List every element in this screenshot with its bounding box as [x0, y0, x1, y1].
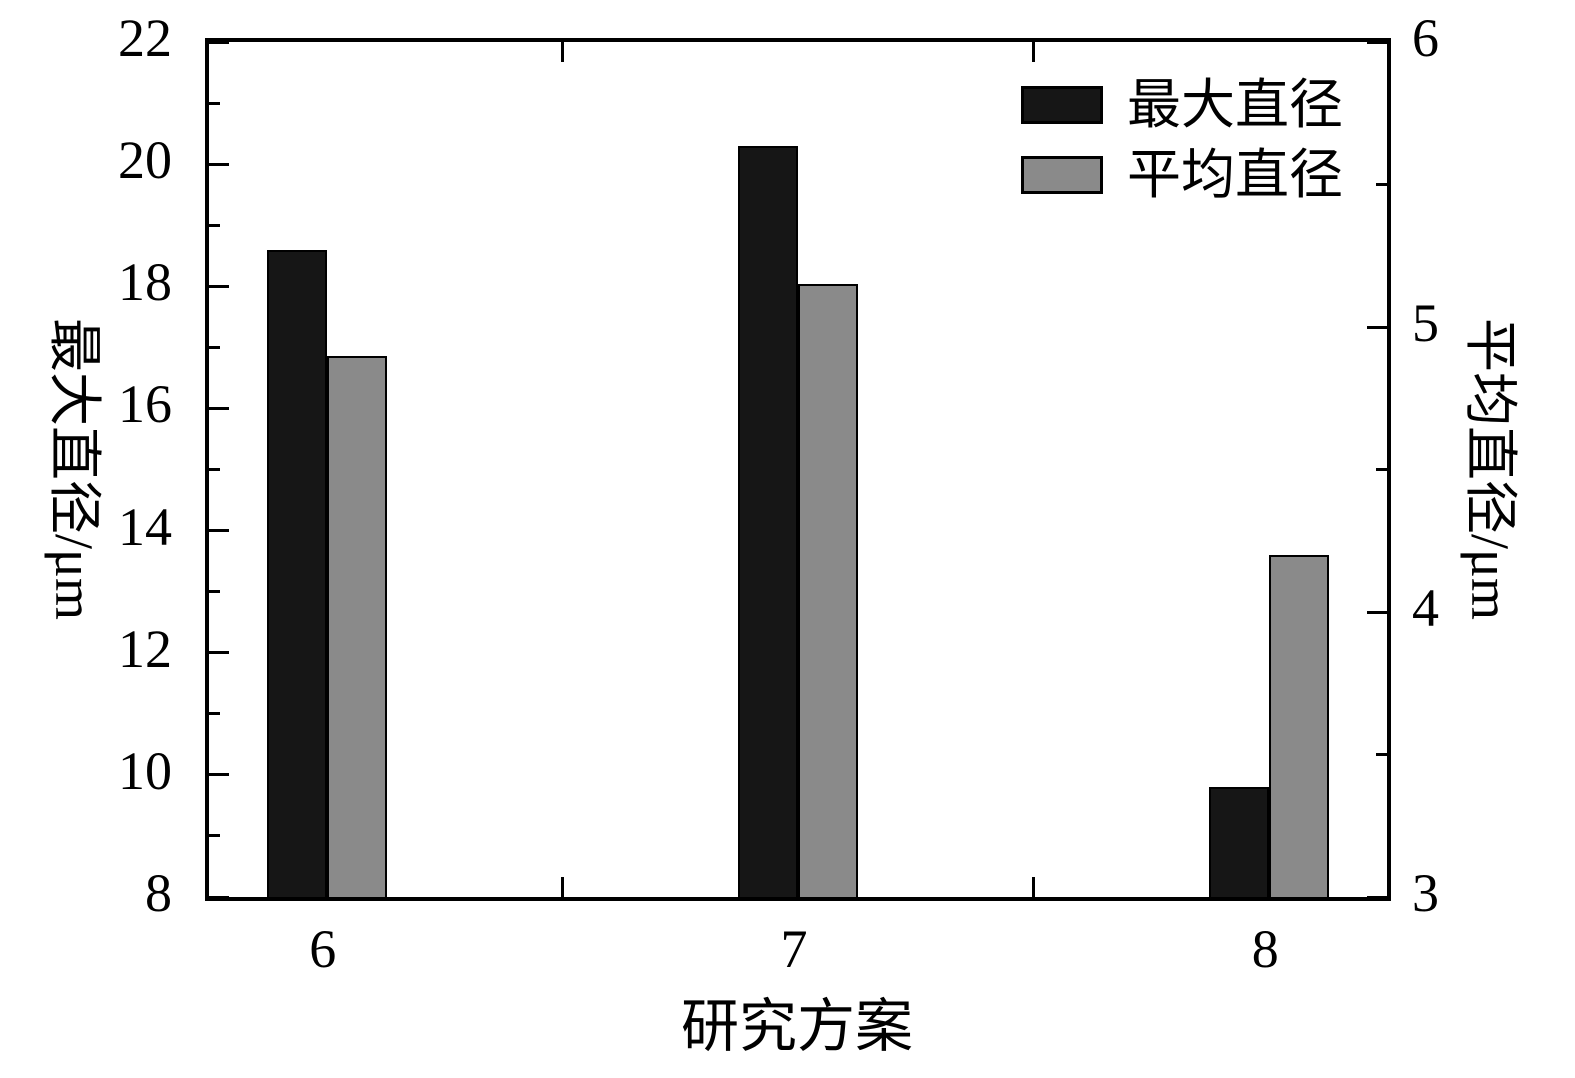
x-axis-top-tick: [1032, 42, 1036, 62]
x-axis-title: 研究方案: [680, 994, 914, 1059]
bar-avg-diameter-8: [1269, 555, 1330, 897]
left-axis-major-tick: [209, 162, 229, 166]
right-axis-tick-label: 5: [1412, 293, 1439, 353]
legend-label-avg-diameter: 平均直径: [1127, 145, 1343, 205]
right-axis-minor-tick: [1376, 753, 1387, 756]
legend: 最大直径 平均直径: [1021, 78, 1343, 202]
left-axis-tick-label: 14: [118, 496, 172, 557]
right-axis-title: 平均直径/μm: [1460, 318, 1520, 620]
legend-swatch-max-diameter: [1021, 86, 1103, 124]
left-axis-title: 最大直径/μm: [44, 318, 104, 620]
legend-entry-avg-diameter: 平均直径: [1021, 148, 1343, 202]
legend-label-max-diameter: 最大直径: [1127, 75, 1343, 135]
left-axis-tick-label: 8: [145, 863, 172, 923]
left-axis-tick-label: 22: [118, 8, 172, 68]
left-axis-minor-tick: [209, 712, 220, 716]
left-axis-tick-label: 10: [118, 740, 172, 801]
left-axis-minor-tick: [209, 345, 220, 349]
right-axis-major-tick: [1367, 895, 1387, 899]
bar-max-diameter-8: [1209, 787, 1270, 897]
x-axis-top-tick: [560, 42, 564, 62]
left-axis-tick-label: 18: [118, 252, 172, 313]
x-axis-tick-labels: 6 7 8: [205, 912, 1391, 982]
x-axis-tick-label: 7: [780, 919, 808, 979]
legend-entry-max-diameter: 最大直径: [1021, 78, 1343, 132]
right-axis-tick-labels: 3 4 5 6: [1400, 11, 1570, 920]
left-axis-tick-label: 20: [118, 130, 172, 191]
left-axis-major-tick: [209, 40, 229, 44]
left-axis-tick-labels: 8 10 12 14 16 18 20 22: [0, 11, 188, 920]
left-axis-tick-label: 16: [118, 374, 172, 435]
x-axis-bottom-tick: [560, 877, 564, 897]
right-axis-major-tick: [1367, 40, 1387, 44]
x-axis-tick-label: 8: [1251, 919, 1279, 979]
bar-avg-diameter-7: [798, 284, 858, 897]
right-axis-tick-label: 6: [1412, 8, 1439, 68]
left-axis-tick-label: 12: [118, 618, 172, 679]
left-axis-major-tick: [209, 284, 229, 288]
left-axis-major-tick: [209, 651, 229, 655]
right-axis-tick-label: 3: [1412, 863, 1439, 923]
left-axis-minor-tick: [209, 223, 220, 227]
right-axis-minor-tick: [1376, 183, 1387, 186]
left-axis-minor-tick: [209, 590, 220, 594]
right-axis-tick-label: 4: [1412, 578, 1439, 638]
right-axis-minor-tick: [1376, 468, 1387, 471]
left-axis-major-tick: [209, 895, 229, 899]
legend-swatch-avg-diameter: [1021, 156, 1103, 194]
bar-max-diameter-6: [266, 249, 327, 897]
bar-max-diameter-7: [738, 145, 798, 897]
left-axis-minor-tick: [209, 468, 220, 471]
left-axis-major-tick: [209, 773, 229, 777]
left-axis-minor-tick: [209, 834, 220, 838]
right-axis-major-tick: [1367, 610, 1387, 614]
bar-avg-diameter-6: [326, 355, 387, 897]
right-axis-major-tick: [1367, 325, 1387, 329]
plot-area: 最大直径 平均直径: [205, 38, 1391, 901]
x-axis-bottom-tick: [1032, 877, 1036, 897]
x-axis-tick-label: 6: [309, 919, 337, 979]
left-axis-major-tick: [209, 529, 229, 533]
left-axis-minor-tick: [209, 101, 220, 105]
left-axis-major-tick: [209, 406, 229, 410]
